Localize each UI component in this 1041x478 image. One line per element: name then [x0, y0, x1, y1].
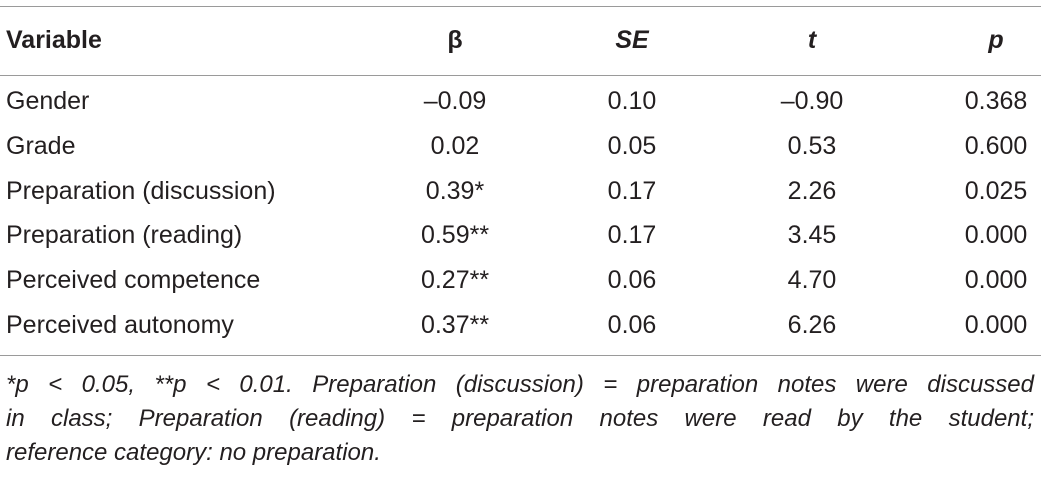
- value-cell: –0.09: [423, 87, 487, 115]
- value-cell: 0.17: [607, 221, 657, 250]
- bottom-rule: [0, 355, 1041, 356]
- value-cell: 0.02: [430, 131, 480, 160]
- value-cell: 2.26: [787, 176, 837, 205]
- value-cell: 0.53: [787, 131, 837, 160]
- row-label: Preparation (discussion): [6, 176, 276, 205]
- value-cell: 0.17: [607, 176, 657, 205]
- row-label: Grade: [6, 131, 76, 160]
- value-cell: 0.06: [607, 266, 657, 295]
- top-rule: [0, 6, 1041, 7]
- value-cell: –0.90: [780, 87, 844, 115]
- value-cell: 0.10: [607, 87, 657, 115]
- header-cell: β: [447, 26, 463, 54]
- row-label: Preparation (reading): [6, 221, 243, 250]
- value-cell: 0.600: [964, 131, 1028, 160]
- footnote-line: *p < 0.05, **p < 0.01. Preparation (disc…: [6, 371, 1034, 398]
- value-cell: 0.025: [964, 176, 1028, 205]
- value-cell: 0.05: [607, 131, 657, 160]
- footnote-line: reference category: no preparation.: [6, 439, 381, 466]
- value-cell: 0.37**: [420, 311, 490, 339]
- value-cell: 0.000: [964, 221, 1028, 250]
- header-rule: [0, 75, 1041, 76]
- value-cell: 0.59**: [420, 221, 490, 250]
- value-cell: 0.27**: [420, 266, 490, 295]
- header-cell: p: [988, 26, 1004, 54]
- row-label: Gender: [6, 87, 90, 115]
- value-cell: 0.000: [964, 311, 1028, 339]
- value-cell: 4.70: [787, 266, 837, 295]
- footnote-line: in class; Preparation (reading) = prepar…: [6, 405, 1034, 432]
- row-label: Perceived competence: [6, 266, 261, 295]
- row-label: Perceived autonomy: [6, 311, 234, 339]
- value-cell: 3.45: [787, 221, 837, 250]
- header-cell: SE: [615, 26, 649, 54]
- value-cell: 6.26: [787, 311, 837, 339]
- value-cell: 0.39*: [425, 176, 485, 205]
- header-cell: t: [807, 26, 817, 54]
- value-cell: 0.368: [964, 87, 1028, 115]
- value-cell: 0.06: [607, 311, 657, 339]
- value-cell: 0.000: [964, 266, 1028, 295]
- header-cell: Variable: [6, 26, 102, 54]
